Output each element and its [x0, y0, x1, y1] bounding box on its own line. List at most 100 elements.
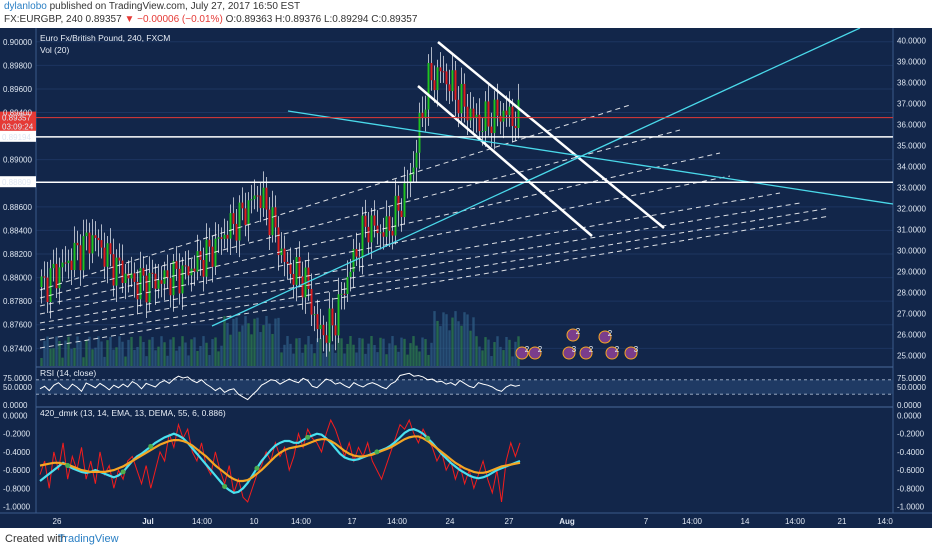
candle-body: [292, 273, 295, 285]
candle-body: [49, 268, 52, 303]
volume-bar: [199, 346, 202, 366]
volume-bar: [259, 332, 262, 366]
volume-bar: [193, 337, 196, 366]
right-tick-label: 26.0000: [897, 331, 926, 340]
volume-bar: [94, 347, 97, 366]
candle-body: [217, 237, 220, 239]
candle-body: [88, 232, 91, 254]
volume-bar: [292, 353, 295, 366]
cyan-up-trendline: [211, 28, 861, 327]
rsi-right-tick-label: 0.0000: [897, 401, 922, 410]
volume-bar: [133, 349, 136, 366]
volume-bar: [322, 353, 325, 366]
volume-bar: [385, 354, 388, 366]
volume-bar: [451, 317, 454, 366]
right-axis: [893, 28, 932, 513]
volume-bar: [70, 348, 73, 366]
candle-body: [289, 263, 292, 274]
volume-bar: [514, 341, 517, 366]
volume-bar: [439, 326, 442, 366]
price-tick-label: 0.87800: [3, 297, 32, 306]
osc-right-tick-label: -0.4000: [897, 448, 925, 457]
candle-body: [316, 314, 319, 330]
candle-body: [67, 260, 70, 264]
dashed-channel-line: [39, 129, 681, 299]
chart-title: Euro Fx/British Pound, 240, FXCM: [40, 33, 170, 43]
event-marker-count: 2: [589, 345, 594, 354]
event-marker: [528, 346, 542, 360]
candle-body: [70, 260, 73, 271]
candle-body: [337, 294, 340, 336]
x-tick-label: 14:00: [785, 517, 806, 526]
candle-body: [484, 101, 487, 131]
volume-bar: [169, 339, 172, 366]
candle-body: [130, 273, 133, 279]
volume-bar: [229, 334, 232, 366]
volume-bar: [262, 325, 265, 366]
candle-body: [109, 243, 112, 255]
volume-bar: [418, 351, 421, 366]
right-tick-label: 28.0000: [897, 289, 926, 298]
candle-body: [475, 114, 478, 118]
right-tick-label: 31.0000: [897, 226, 926, 235]
volume-bar: [106, 340, 109, 366]
candle-body: [172, 261, 175, 296]
candle-body: [40, 276, 43, 288]
volume-legend: Vol (20): [40, 45, 69, 55]
oscillator-panel: [39, 418, 521, 503]
volume-bar: [424, 339, 427, 366]
volume-bar: [442, 312, 445, 366]
candle-body: [241, 202, 244, 209]
price-tick-label: 0.87400: [3, 344, 32, 353]
volume-bar: [97, 336, 100, 366]
event-marker: [598, 330, 612, 344]
volume-bar: [454, 311, 457, 366]
candle-body: [226, 234, 229, 239]
candle-body: [370, 215, 373, 243]
volume-bar: [469, 330, 472, 366]
event-marker-count: 3: [572, 345, 577, 354]
right-tick-label: 29.0000: [897, 268, 926, 277]
right-tick-label: 40.0000: [897, 37, 926, 46]
candle-body: [517, 99, 520, 129]
volume-bar: [268, 323, 271, 366]
volume-bar: [205, 342, 208, 366]
right-tick-label: 25.0000: [897, 352, 926, 361]
volume-bar: [223, 316, 226, 366]
right-tick-label: 36.0000: [897, 121, 926, 130]
candle-body: [415, 152, 418, 168]
candle-body: [76, 242, 79, 246]
volume-bar: [403, 338, 406, 366]
author-link[interactable]: dylanlobo: [4, 1, 47, 12]
crossover-marker: [254, 465, 260, 471]
candle-body: [58, 267, 61, 289]
volume-bar: [250, 334, 253, 366]
volume-bar: [394, 345, 397, 366]
candle-body: [232, 213, 235, 224]
price-tick-label: 0.89800: [3, 61, 32, 70]
volume-bar: [148, 339, 151, 366]
volume-bar: [436, 320, 439, 366]
volume-bar: [379, 337, 382, 366]
crossover-marker: [425, 435, 431, 441]
x-tick-label: 14:00: [387, 517, 408, 526]
volume-bar: [175, 350, 178, 366]
candle-body: [85, 232, 88, 237]
volume-bar: [475, 336, 478, 366]
volume-bar: [160, 336, 163, 366]
x-tick-label: 10: [250, 517, 259, 526]
volume-bar: [310, 344, 313, 366]
candle-body: [103, 247, 106, 267]
tradingview-logo[interactable]: TradingView: [58, 533, 119, 545]
candle-body: [277, 227, 280, 256]
channel-upper-line: [417, 85, 593, 237]
event-markers[interactable]: 2 223 222 3: [515, 327, 639, 360]
volume-bar: [274, 318, 277, 366]
candle-body: [358, 256, 361, 259]
event-marker: [566, 328, 580, 342]
osc-tick-label: 0.0000: [3, 412, 28, 421]
volume-bar: [271, 333, 274, 366]
volume-bar: [505, 336, 508, 366]
candle-body: [457, 99, 460, 114]
